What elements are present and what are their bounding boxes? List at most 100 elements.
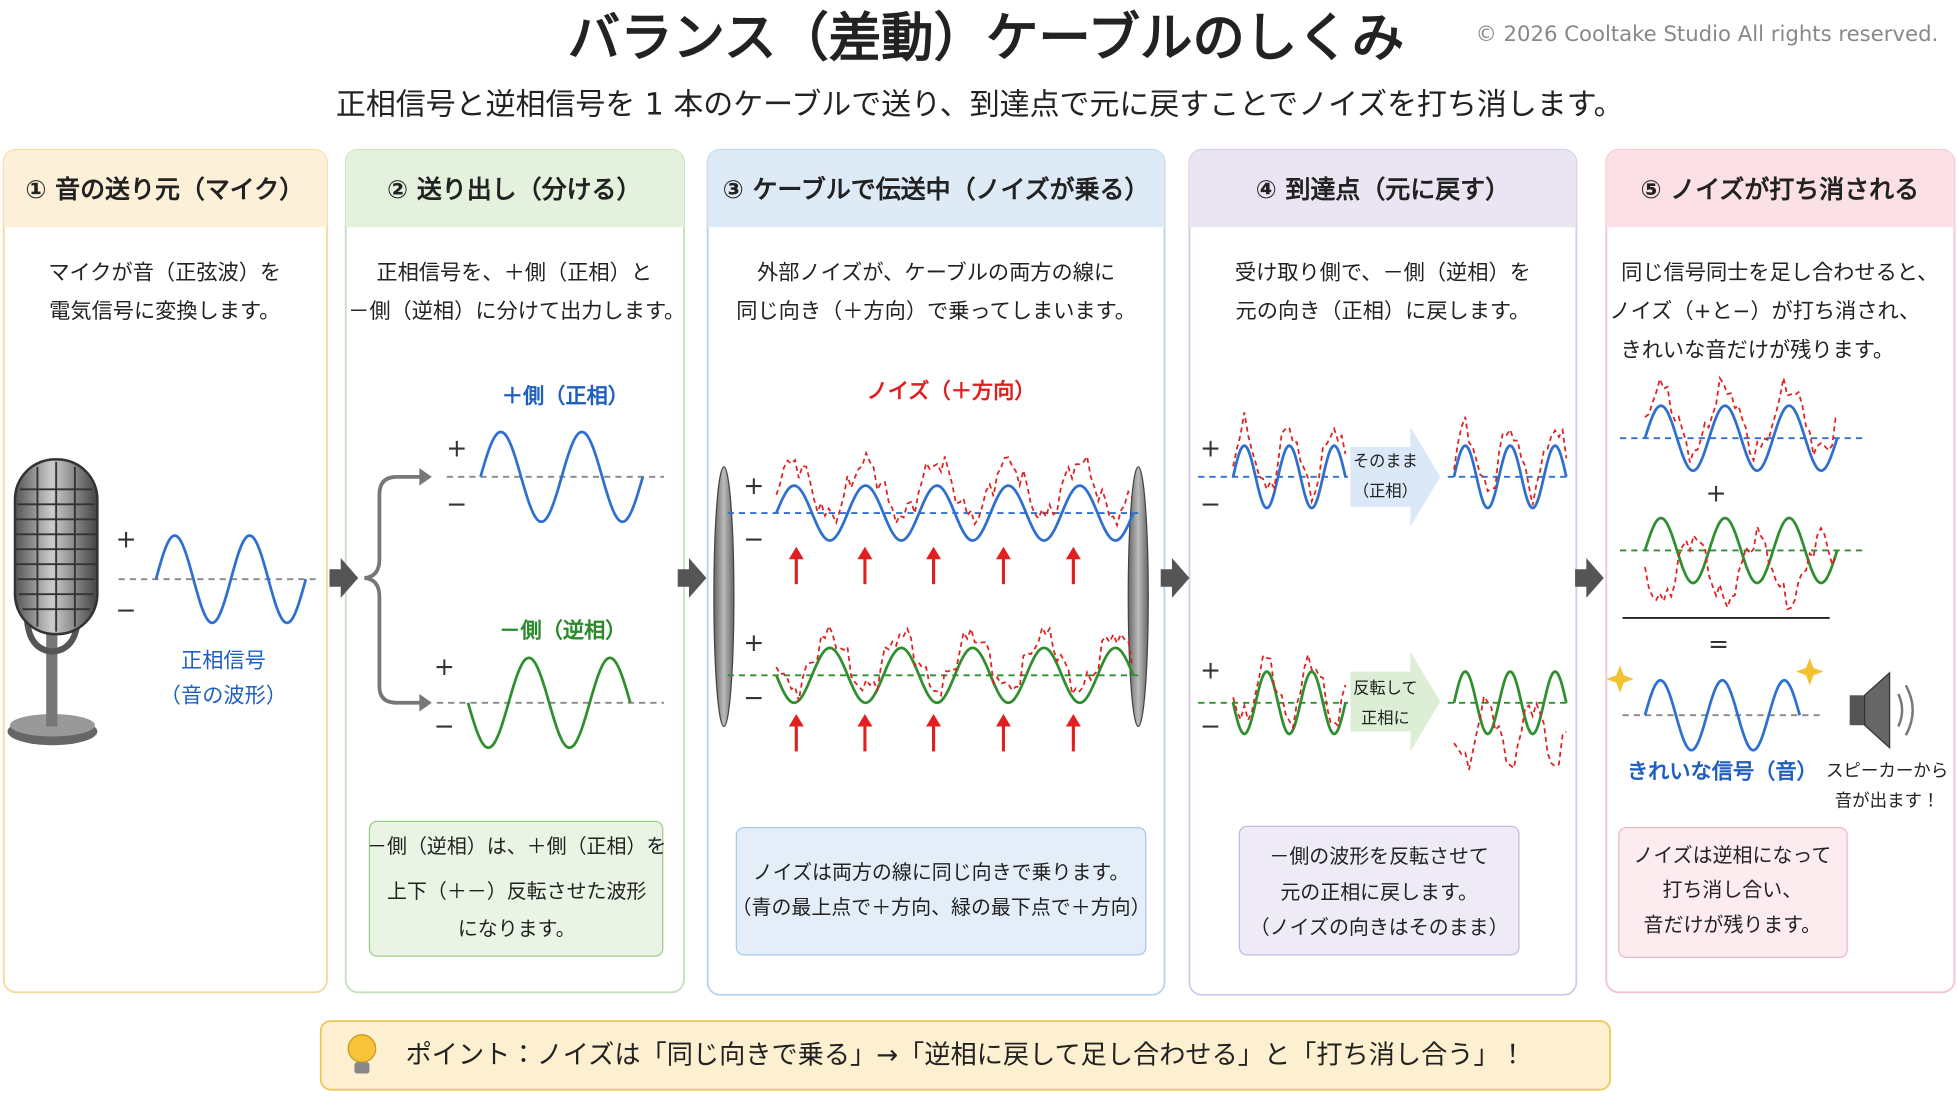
noise-arrow-head: [857, 713, 873, 727]
plus-sign: +: [446, 433, 467, 462]
note-text: 音だけが残ります。: [1644, 913, 1822, 937]
noise-wave: [1453, 694, 1567, 771]
noise-arrow-head: [857, 546, 873, 560]
tip-text: ポイント：ノイズは「同じ向きで乗る」→「逆相に戻して足し合わせる」と「打ち消し合…: [406, 1040, 1526, 1070]
minus-sign: −: [1200, 712, 1221, 741]
panel-description: 外部ノイズが、ケーブルの両方の線に: [757, 260, 1115, 285]
note-text: 元の正相に戻します。: [1280, 880, 1478, 904]
panel-description: マイクが音（正弦波）を: [48, 260, 281, 285]
panel-heading: ④ 到達点（元に戻す）: [1256, 175, 1510, 204]
copyright: © 2026 Cooltake Studio All rights reserv…: [1476, 22, 1939, 47]
arrow-label: 正相に: [1361, 708, 1410, 727]
arrow-label: そのまま: [1353, 451, 1418, 470]
plus-sign: +: [743, 471, 764, 500]
cable-end: [1127, 466, 1149, 728]
panel-description: 電気信号に変換します。: [49, 299, 280, 324]
panel-description: きれいな音だけが残ります。: [1621, 338, 1895, 363]
signal-wave: [1452, 670, 1568, 736]
minus-sign: −: [743, 683, 764, 712]
noise-arrow-head: [1065, 713, 1081, 727]
panel-description: 同じ向き（＋方向）で乗ってしまいます。: [736, 299, 1136, 324]
keep-arrow: [1350, 426, 1441, 527]
panel-description: 受け取り側で、－側（逆相）を: [1235, 260, 1531, 285]
title: バランス（差動）ケーブルのしくみ: [568, 7, 1404, 68]
plus-sign: +: [1200, 656, 1221, 685]
note-text: 打ち消し合い、: [1663, 878, 1803, 902]
noise-arrow-head: [1065, 546, 1081, 560]
flow-arrows: [329, 557, 1604, 598]
note-text: ノイズは両方の線に同じ向きで乗ります。: [753, 860, 1130, 884]
wave-caption: （音の波形）: [160, 684, 287, 709]
panel-description: －側（逆相）に分けて出力します。: [348, 299, 685, 324]
plus-sign: +: [116, 525, 137, 554]
wave-label: ＋側（正相）: [502, 384, 629, 409]
panel-heading: ② 送り出し（分ける）: [387, 175, 641, 204]
panel-description: 同じ信号同士を足し合わせると、: [1621, 260, 1938, 285]
panel-description: 元の向き（正相）に戻します。: [1236, 299, 1531, 324]
noise-wave: [1644, 375, 1837, 464]
noise-arrow-head: [995, 546, 1011, 560]
subtitle: 正相信号と逆相信号を 1 本のケーブルで送り、到達点で元に戻すことでノイズを打ち…: [336, 88, 1624, 123]
noise-wave: [775, 623, 1133, 701]
note-text: （ノイズの向きはそのまま）: [1250, 915, 1509, 939]
noise-arrow-head: [788, 713, 804, 727]
panel-description: 正相信号を、＋側（正相）と: [376, 260, 652, 285]
note-text: ノイズは逆相になって: [1633, 843, 1831, 867]
signal-wave: [466, 656, 632, 750]
note-text: になります。: [458, 916, 576, 940]
plus-sign: +: [1706, 478, 1727, 507]
minus-sign: −: [446, 490, 467, 519]
arrow-label: 反転して: [1353, 679, 1417, 698]
microphone: [7, 458, 99, 746]
noise-arrow-head: [788, 546, 804, 560]
minus-sign: −: [1200, 490, 1221, 519]
panel-frames: [2, 148, 1956, 996]
panel-heading: ⑤ ノイズが打ち消される: [1640, 175, 1919, 204]
note-text: －側（逆相）は、＋側（正相）を: [367, 834, 666, 858]
noise-wave: [1453, 416, 1568, 506]
panel-description: ノイズ（+と−）が打ち消され、: [1609, 299, 1920, 324]
signal-wave: [1643, 678, 1802, 752]
speaker: [1849, 671, 1914, 750]
minus-sign: −: [434, 712, 455, 741]
minus-sign: −: [743, 525, 764, 554]
signal-wave: [775, 646, 1135, 705]
result-label: きれいな信号（音）: [1627, 760, 1818, 785]
note-box: [735, 826, 1147, 956]
plus-sign: +: [743, 628, 764, 657]
noise-label: ノイズ（＋方向）: [867, 378, 1036, 404]
signal-wave: [1643, 404, 1839, 473]
signal-wave: [1231, 444, 1347, 510]
noise-wave: [1644, 523, 1837, 611]
tip-box: [319, 1020, 1611, 1091]
note-box: [368, 820, 664, 957]
panel-heading: ③ ケーブルで伝送中（ノイズが乗る）: [723, 175, 1150, 204]
wave-caption: 正相信号: [181, 649, 266, 674]
signal-wave: [775, 484, 1135, 542]
noise-wave: [1232, 412, 1347, 505]
signal-wave: [1231, 670, 1347, 736]
note-box: [1238, 825, 1520, 956]
signal-wave: [479, 430, 645, 524]
arrow-label: （正相）: [1353, 481, 1418, 500]
note-box: [1618, 826, 1848, 958]
noise-wave: [1232, 651, 1347, 731]
note-text: 上下（＋－）反転させた波形: [387, 879, 646, 903]
panel-heading: ① 音の送り元（マイク）: [25, 175, 304, 204]
minus-sign: −: [116, 596, 137, 625]
note-text: （青の最上点で＋方向、緑の最下点で＋方向）: [732, 895, 1151, 919]
noise-arrow-head: [926, 713, 942, 727]
waveforms: [118, 375, 1863, 771]
noise-arrow-head: [926, 546, 942, 560]
plus-sign: +: [434, 652, 455, 681]
wave-label: －側（逆相）: [499, 618, 626, 644]
note-text: －側の波形を反転させて: [1269, 844, 1488, 868]
cable-end: [713, 466, 735, 728]
noise-arrow-head: [995, 713, 1011, 727]
signal-wave: [154, 534, 308, 625]
speaker-label: 音が出ます！: [1835, 791, 1940, 811]
equals-sign: =: [1708, 629, 1729, 658]
signal-wave: [1643, 516, 1839, 585]
